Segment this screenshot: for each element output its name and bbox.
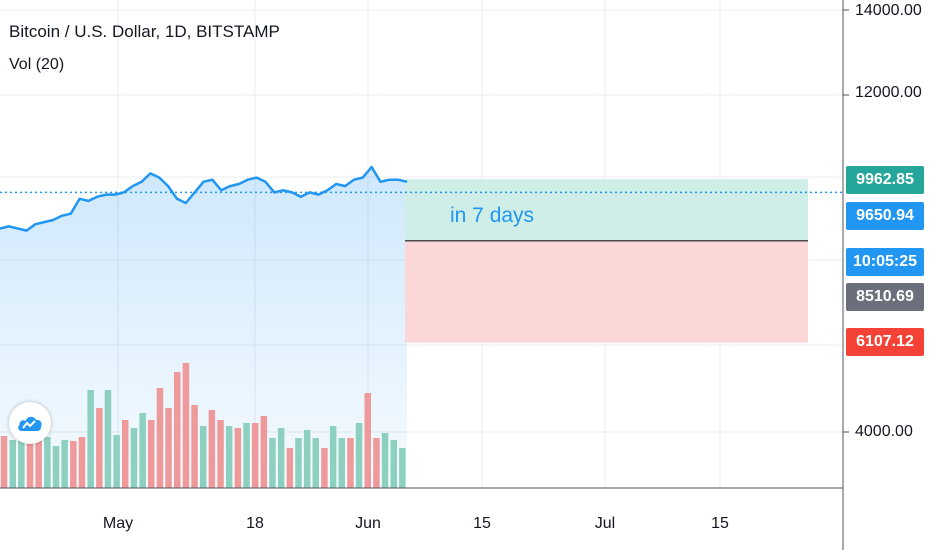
volume-bar [61, 440, 68, 488]
volume-bar [303, 430, 311, 488]
time-label-jul: Jul [594, 515, 616, 532]
volume-bar [338, 438, 345, 488]
volume-bar [0, 436, 8, 488]
price-line [0, 165, 843, 232]
volume-bar [295, 438, 302, 488]
volume-bar [399, 448, 406, 488]
price-area [0, 167, 407, 488]
volume-bar [234, 428, 242, 488]
volume-bar [35, 435, 42, 488]
volume-bar [217, 420, 224, 488]
volume-bar [165, 408, 172, 488]
target-low-badge: 6107.12 [846, 328, 924, 356]
volume-bar [329, 426, 337, 488]
time-label-15: 15 [473, 515, 491, 532]
forecast-horizon-label: in 7 days [450, 204, 535, 227]
volume-bar [200, 426, 207, 488]
volume-bar [269, 438, 276, 488]
volume-bar [174, 372, 181, 488]
volume-bar [260, 416, 268, 488]
volume-bar [191, 405, 198, 488]
forecast-zones [405, 179, 808, 343]
volume-indicator-label[interactable]: Vol (20) [9, 56, 65, 73]
volume-bar [78, 437, 86, 488]
price-area-fill [0, 167, 407, 488]
volume-bar [225, 426, 233, 488]
volume-bar [312, 438, 319, 488]
current-price-badge: 9650.94 [846, 202, 924, 230]
volume-bar [26, 436, 34, 488]
volume-bar [104, 390, 112, 488]
volume-bar [87, 390, 94, 488]
volume-bar [70, 441, 77, 488]
volume-bar [355, 423, 363, 488]
cloud-chart-logo-icon[interactable] [9, 402, 51, 444]
volume-bar [130, 428, 138, 488]
volume-bar [122, 420, 129, 488]
volume-bars [0, 363, 406, 488]
price-label-14000: 14000.00 [855, 2, 922, 19]
time-label-15b: 15 [711, 515, 729, 532]
price-label-12000: 12000.00 [855, 84, 922, 101]
volume-bar [364, 393, 371, 488]
volume-bar [321, 448, 328, 488]
mid-level-badge: 8510.69 [846, 283, 924, 311]
volume-bar [347, 438, 354, 488]
volume-bar [139, 413, 146, 488]
volume-bar [113, 435, 120, 488]
volume-bar [381, 433, 389, 488]
chart-title: Bitcoin / U.S. Dollar, 1D, BITSTAMP [9, 22, 280, 41]
countdown-badge: 10:05:25 [846, 248, 924, 276]
forecast-lower-zone [405, 240, 808, 343]
volume-bar [96, 408, 103, 488]
time-label-jun: Jun [355, 515, 381, 532]
volume-bar [148, 420, 155, 488]
volume-bar [9, 440, 16, 488]
volume-bar [286, 448, 294, 488]
price-line-path [0, 165, 408, 232]
volume-bar [373, 438, 380, 488]
forecast-upper-zone [405, 179, 808, 241]
target-high-badge: 9962.85 [846, 166, 924, 194]
time-label-may: May [102, 515, 134, 532]
volume-bar [44, 437, 51, 488]
volume-bar [390, 440, 397, 488]
volume-bar [277, 428, 285, 488]
volume-bar [156, 388, 164, 488]
volume-bar [18, 438, 25, 488]
volume-bar [182, 363, 190, 488]
volume-bar [52, 446, 60, 488]
price-label-4000: 4000.00 [855, 423, 913, 440]
volume-bar [243, 423, 250, 488]
time-label-18: 18 [246, 515, 264, 532]
volume-bar [208, 410, 216, 488]
volume-bar [251, 423, 259, 488]
chart-axes [0, 0, 849, 550]
